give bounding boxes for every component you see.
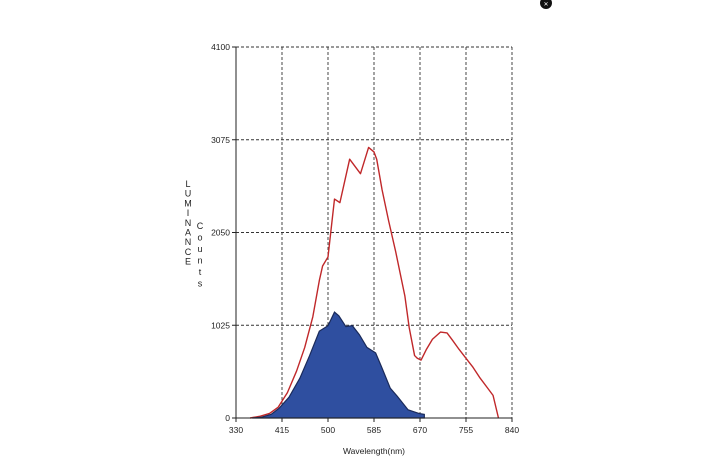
y-axis-title-letter: N — [185, 218, 192, 228]
y-tick-label: 1025 — [211, 320, 230, 330]
chart-series — [249, 146, 500, 419]
x-tick-label: 670 — [413, 425, 427, 435]
x-tick-label: 840 — [505, 425, 519, 435]
y-axis-title-letter: C — [185, 247, 192, 257]
y-axis-title-letter: U — [185, 189, 192, 199]
y-axis-title-letter: t — [199, 267, 202, 277]
y-axis-title-letter: E — [185, 257, 191, 267]
x-tick-label: 500 — [321, 425, 335, 435]
y-axis-title-letter: n — [197, 256, 202, 266]
x-axis-title: Wavelength(nm) — [343, 446, 405, 456]
x-tick-label: 755 — [459, 425, 473, 435]
x-tick-label: 330 — [229, 425, 243, 435]
y-tick-label: 2050 — [211, 228, 230, 238]
y-axis-title-letter: s — [198, 279, 203, 289]
y-axis-title-letter: L — [185, 179, 190, 189]
chart-axes: 0 1025 2050 3075 4100 330 415 500 585 670 755 840 — [211, 42, 519, 435]
x-tick-label: 585 — [367, 425, 381, 435]
line-series — [249, 146, 500, 419]
badge-icon: ✕ — [540, 0, 552, 9]
chart-grid — [236, 46, 513, 418]
y-axis-title-letter: C — [197, 221, 204, 231]
y-tick-label: 0 — [225, 413, 230, 423]
area-series — [252, 311, 425, 419]
x-tick-label: 415 — [275, 425, 289, 435]
y-axis-title-letter: u — [197, 244, 202, 254]
svg-text:✕: ✕ — [543, 1, 548, 8]
y-axis-title-letter: A — [185, 228, 191, 238]
y-axis-title-letter: M — [184, 198, 192, 208]
y-axis-title-letter: I — [187, 208, 190, 218]
y-axis-title-letter: N — [185, 237, 192, 247]
y-tick-label: 4100 — [211, 42, 230, 52]
y-axis-title-letter: o — [197, 233, 202, 243]
y-tick-label: 3075 — [211, 135, 230, 145]
